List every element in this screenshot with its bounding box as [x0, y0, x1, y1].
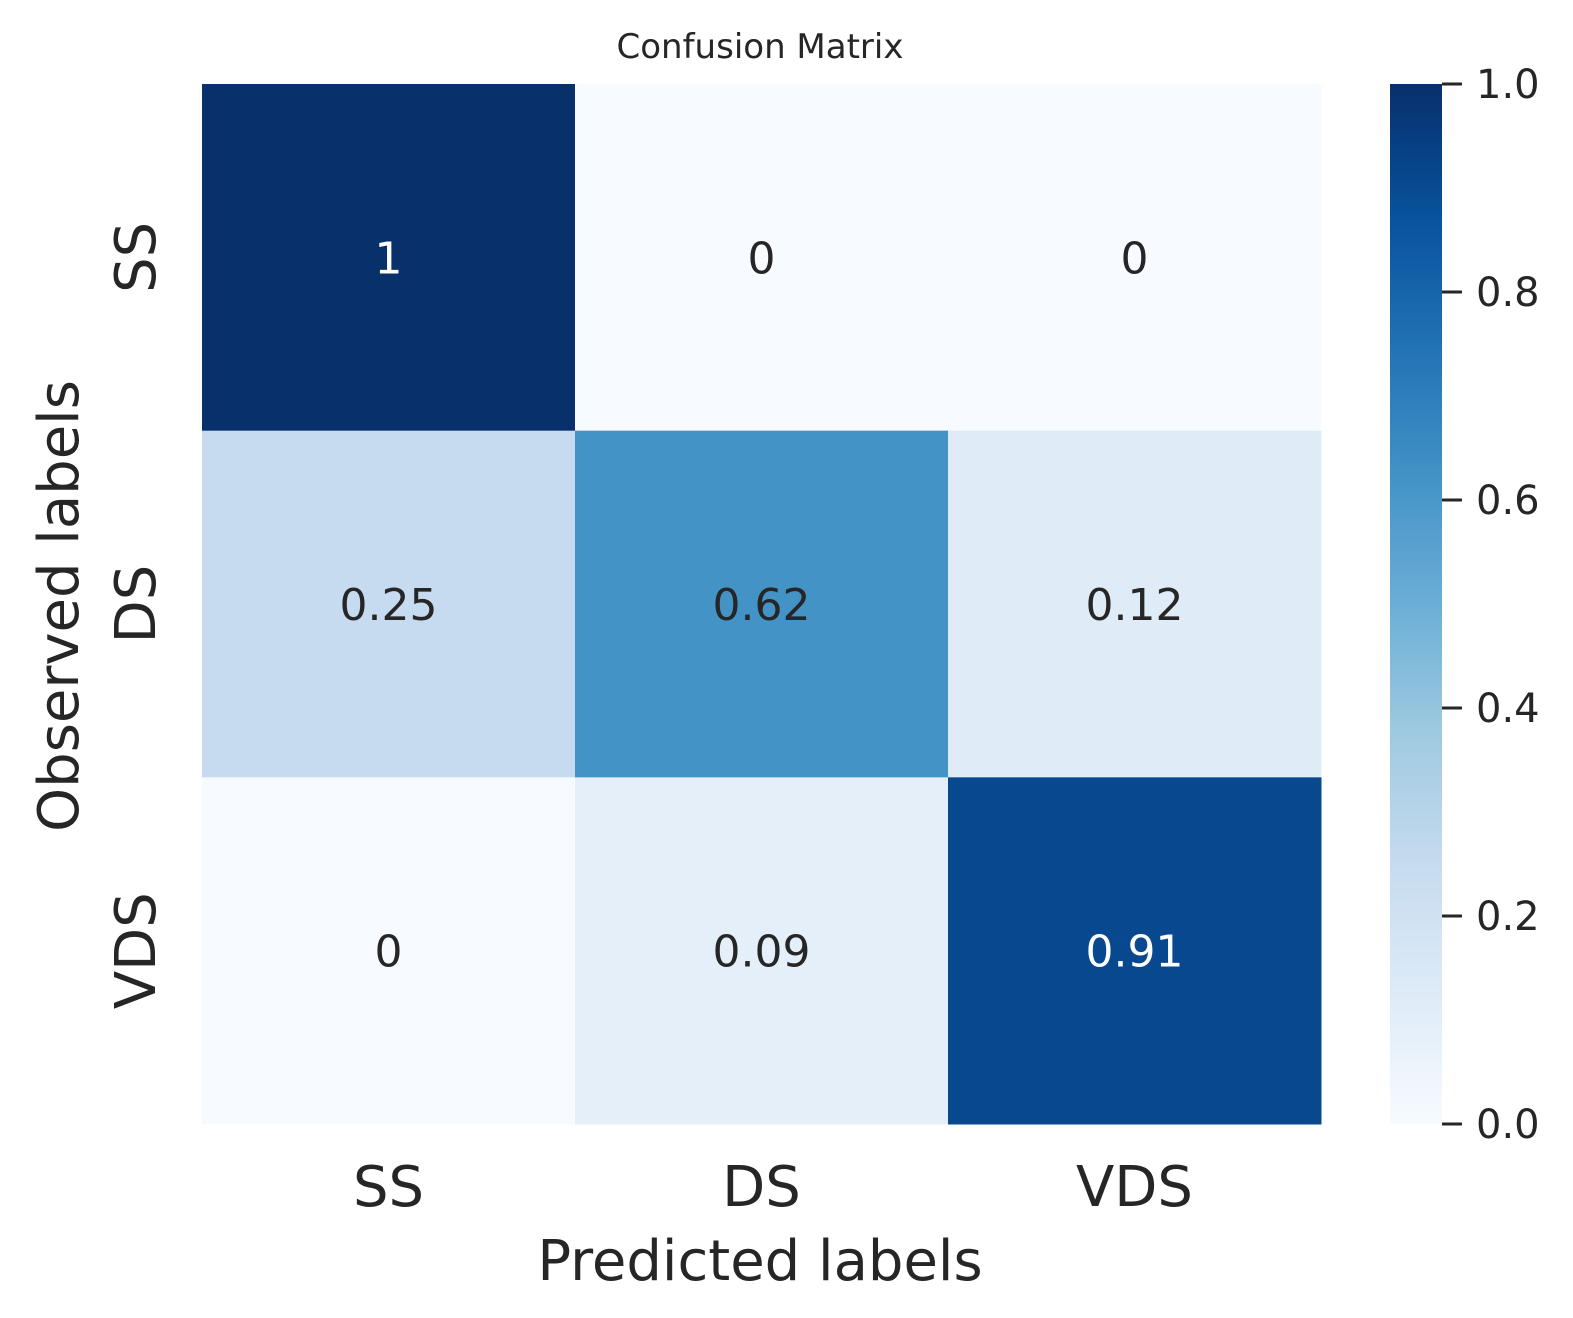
heatmap-cell-ds-ss — [202, 430, 576, 778]
heatmap-cell-vds-vds — [948, 777, 1322, 1125]
colorbar-tick-label: 0.4 — [1476, 686, 1540, 732]
heatmap-cell-ss-vds — [948, 84, 1322, 432]
cell-value-label: 0.91 — [1086, 927, 1184, 978]
x-axis-tick-labels: SS DS VDS — [353, 1155, 1193, 1220]
chart-title: Confusion Matrix — [617, 27, 904, 67]
x-tick-label-vds: VDS — [1076, 1155, 1193, 1220]
heatmap-cell-labels: 1 0 0 0.25 0.62 0.12 0 0.09 0.91 — [340, 233, 1184, 977]
y-axis-label: Observed labels — [27, 380, 92, 832]
heatmap-cell-ss-ds — [575, 84, 949, 432]
cell-value-label: 0.09 — [713, 927, 811, 978]
colorbar-tick-label: 0.2 — [1476, 894, 1540, 940]
colorbar-tick-label: 0.6 — [1476, 478, 1540, 524]
colorbar: 0.0 0.2 0.4 0.6 0.8 1.0 — [1390, 62, 1540, 1148]
cell-value-label: 0.25 — [340, 580, 438, 631]
x-axis-label: Predicted labels — [537, 1229, 982, 1294]
colorbar-tick-label: 0.8 — [1476, 270, 1540, 316]
heatmap-cell-vds-ds — [575, 777, 949, 1125]
cell-value-label: 0.12 — [1086, 580, 1184, 631]
y-tick-label-ss: SS — [104, 222, 169, 293]
cell-value-label: 0 — [1121, 233, 1149, 284]
y-tick-label-ds: DS — [104, 565, 169, 644]
colorbar-gradient — [1390, 84, 1442, 1124]
cell-value-label: 0 — [748, 233, 776, 284]
colorbar-tick-label: 0.0 — [1476, 1102, 1540, 1148]
y-axis-tick-labels: SS DS VDS — [104, 222, 169, 1009]
cell-value-label: 1 — [375, 233, 403, 284]
heatmap-cell-ds-ds — [575, 430, 949, 778]
heatmap-cells — [202, 84, 1322, 1125]
cell-value-label: 0 — [375, 927, 403, 978]
y-tick-label-vds: VDS — [104, 892, 169, 1009]
heatmap-cell-vds-ss — [202, 777, 576, 1125]
colorbar-ticks: 0.0 0.2 0.4 0.6 0.8 1.0 — [1442, 62, 1540, 1148]
cell-value-label: 0.62 — [713, 580, 811, 631]
heatmap-cell-ds-vds — [948, 430, 1322, 778]
heatmap-cell-ss-ss — [202, 84, 576, 432]
x-tick-label-ss: SS — [353, 1155, 424, 1220]
x-tick-label-ds: DS — [722, 1155, 801, 1220]
colorbar-tick-label: 1.0 — [1476, 62, 1540, 108]
